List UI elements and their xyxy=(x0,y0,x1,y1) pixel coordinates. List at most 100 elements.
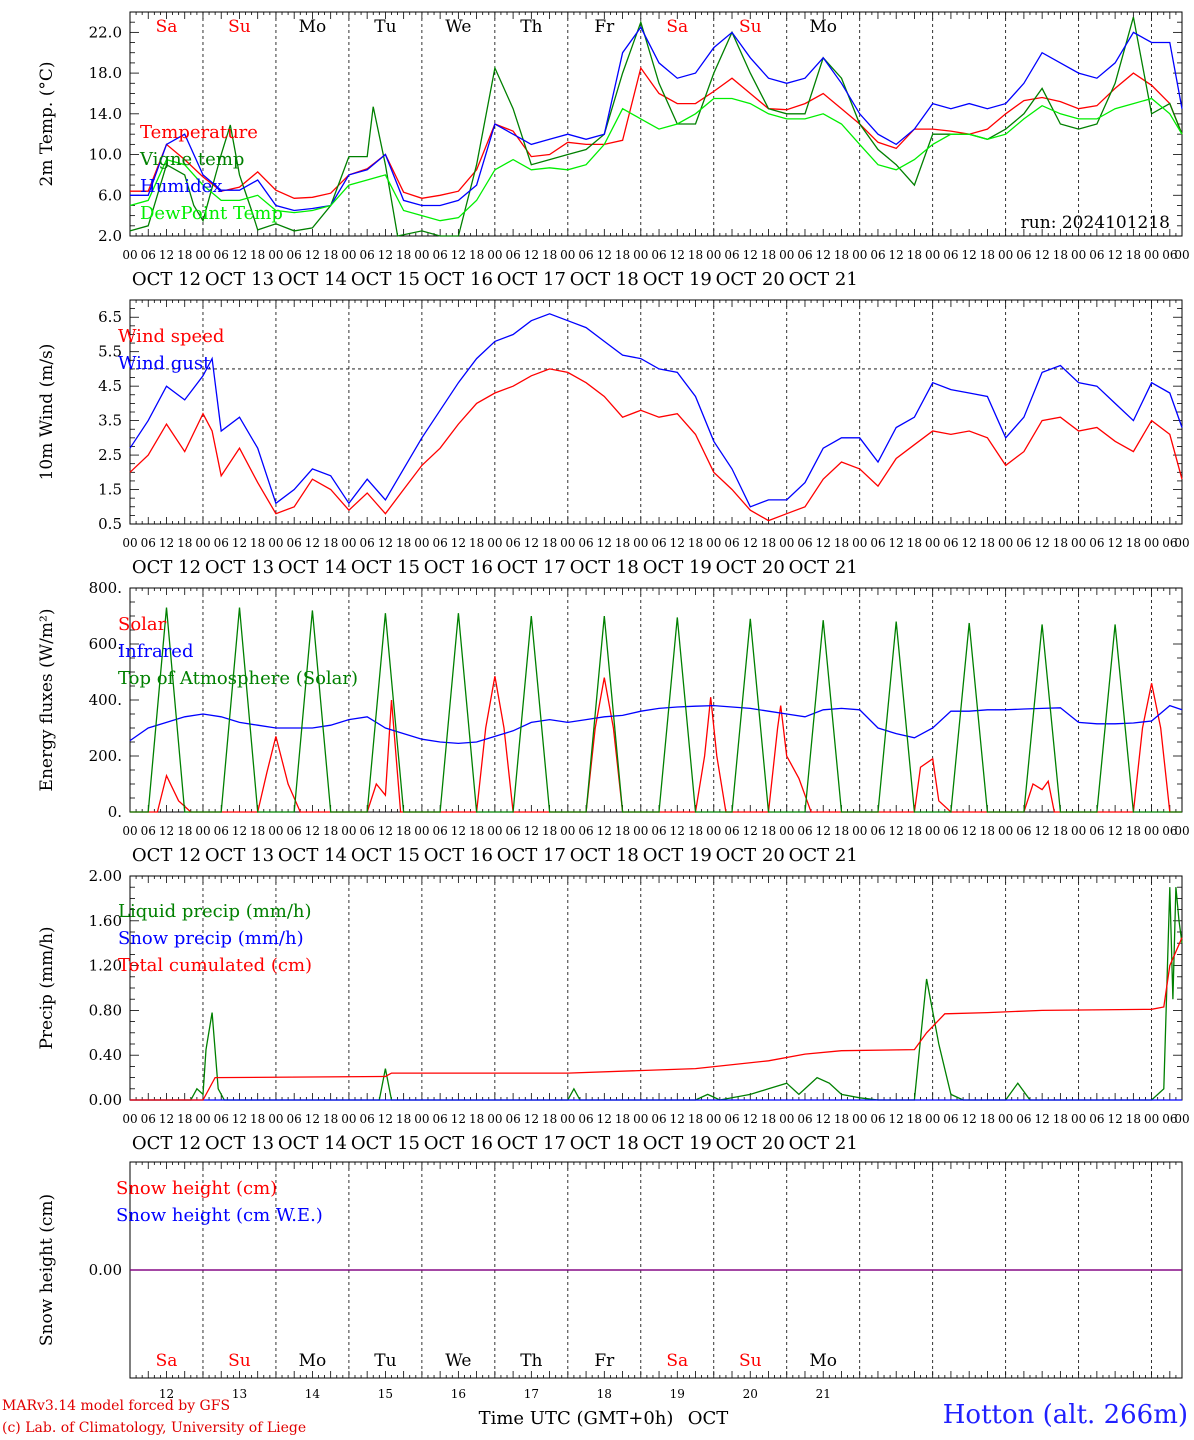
date-label: OCT 16 xyxy=(424,1133,493,1154)
hour-tick-label: 12 xyxy=(889,824,904,838)
hour-tick-label: 00 xyxy=(779,536,794,550)
legend-entry: Snow height (cm) xyxy=(116,1178,277,1199)
date-label: OCT 20 xyxy=(716,1133,785,1154)
hour-tick-label: 12 xyxy=(232,1112,247,1126)
y-tick-label: 600. xyxy=(89,635,122,653)
hour-tick-label: 12 xyxy=(378,1112,393,1126)
hour-tick-label: 18 xyxy=(761,824,776,838)
hour-tick-label: 18 xyxy=(542,824,557,838)
hour-tick-label: 06 xyxy=(287,248,302,262)
date-label: OCT 15 xyxy=(351,557,420,578)
hour-tick-label: 12 xyxy=(305,248,320,262)
hour-tick-label: 12 xyxy=(816,248,831,262)
hour-tick-label: 06 xyxy=(724,824,739,838)
y-tick-label: 14.0 xyxy=(89,105,122,123)
hour-tick-label: 00 xyxy=(1071,1112,1086,1126)
hour-tick-label: 06 xyxy=(1162,248,1177,262)
hour-tick-label: 00 xyxy=(779,1112,794,1126)
hour-tick-label: 18 xyxy=(907,824,922,838)
hour-tick-label: 18 xyxy=(907,536,922,550)
plot-frame xyxy=(129,587,1183,813)
day-number: 12 xyxy=(159,1387,174,1401)
date-label: OCT 17 xyxy=(497,845,566,866)
hour-tick-label: 00 xyxy=(487,824,502,838)
hour-tick-label: 12 xyxy=(524,248,539,262)
hour-tick-label: 18 xyxy=(834,824,849,838)
day-name: Sa xyxy=(156,1351,178,1371)
hour-tick-label: 06 xyxy=(432,248,447,262)
day-name: Mo xyxy=(809,17,837,37)
y-axis-label: Precip (mm/h) xyxy=(37,926,57,1049)
series-line xyxy=(129,313,1183,508)
hour-tick-label: 12 xyxy=(451,1112,466,1126)
hour-tick-label: 06 xyxy=(651,248,666,262)
lab-credit: (c) Lab. of Climatology, University of L… xyxy=(2,1420,307,1436)
hour-tick-label: 18 xyxy=(323,824,338,838)
hour-tick-label: 00 xyxy=(925,1112,940,1126)
date-label: OCT 17 xyxy=(497,1133,566,1154)
legend-entry: Total cumulated (cm) xyxy=(118,955,312,976)
day-name: Mo xyxy=(299,1351,327,1371)
day-name: Mo xyxy=(809,1351,837,1371)
hour-tick-label: 00 xyxy=(560,824,575,838)
hour-tick-label: 00 xyxy=(268,536,283,550)
hour-tick-label: 12 xyxy=(305,824,320,838)
hour-tick-label: 00 xyxy=(560,1112,575,1126)
y-tick-label: 0.00 xyxy=(89,1261,122,1279)
hour-tick-label: 06 xyxy=(360,248,375,262)
hour-tick-label: 12 xyxy=(159,824,174,838)
hour-tick-label: 18 xyxy=(542,536,557,550)
day-number: 18 xyxy=(597,1387,612,1401)
hour-tick-label: 12 xyxy=(597,536,612,550)
hour-tick-label: 18 xyxy=(615,824,630,838)
date-label: OCT 19 xyxy=(643,845,712,866)
hour-tick-label: 00 xyxy=(1174,536,1189,550)
hour-tick-label: 06 xyxy=(797,824,812,838)
hour-tick-label: 18 xyxy=(1053,1112,1068,1126)
hour-tick-label: 12 xyxy=(597,248,612,262)
date-label: OCT 21 xyxy=(789,845,858,866)
date-label: OCT 20 xyxy=(716,845,785,866)
hour-tick-label: 06 xyxy=(214,824,229,838)
hour-tick-label: 18 xyxy=(469,824,484,838)
panel-1: 2.0 6.0 10.0 14.0 18.0 22.0 2m Temp. (°C) Tempe… xyxy=(37,11,1190,290)
hour-tick-label: 12 xyxy=(1034,1112,1049,1126)
hour-tick-label: 00 xyxy=(706,536,721,550)
hour-tick-label: 00 xyxy=(633,248,648,262)
hour-tick-label: 00 xyxy=(779,248,794,262)
hour-tick-label: 12 xyxy=(962,824,977,838)
hour-tick-label: 06 xyxy=(1089,536,1104,550)
panel-5: 0.00 Snow height (cm) Snow height (cm) Snow… xyxy=(37,1161,1183,1429)
hour-tick-label: 00 xyxy=(414,1112,429,1126)
hour-tick-label: 12 xyxy=(1034,248,1049,262)
y-axis-label: 2m Temp. (°C) xyxy=(37,61,57,186)
hour-tick-label: 00 xyxy=(487,536,502,550)
hour-tick-label: 06 xyxy=(943,248,958,262)
day-name: Su xyxy=(739,1351,762,1371)
date-label: OCT 12 xyxy=(132,557,201,578)
hour-tick-label: 06 xyxy=(141,1112,156,1126)
date-label: OCT 14 xyxy=(278,1133,347,1154)
y-tick-label: 0.40 xyxy=(89,1046,122,1064)
y-tick-label: 2.5 xyxy=(98,446,122,464)
hour-tick-label: 00 xyxy=(998,824,1013,838)
series-line xyxy=(129,97,1183,222)
hour-tick-label: 00 xyxy=(706,824,721,838)
hour-tick-label: 18 xyxy=(1053,536,1068,550)
series-line xyxy=(130,66,1183,199)
hour-tick-label: 00 xyxy=(341,536,356,550)
day-name: We xyxy=(445,17,471,37)
hour-tick-label: 00 xyxy=(633,824,648,838)
panel-2: 0.5 1.5 2.5 3.5 4.5 5.5 6.5 10m Wind (m/s) Wind … xyxy=(37,299,1190,578)
hour-tick-label: 06 xyxy=(870,248,885,262)
month-label: OCT xyxy=(688,1408,729,1429)
hour-tick-label: 00 xyxy=(633,1112,648,1126)
hour-tick-label: 00 xyxy=(706,248,721,262)
y-axis-label: Energy fluxes (W/m²) xyxy=(37,609,57,792)
hour-tick-label: 06 xyxy=(724,536,739,550)
hour-tick-label: 00 xyxy=(1144,536,1159,550)
date-label: OCT 15 xyxy=(351,269,420,290)
hour-tick-label: 00 xyxy=(195,1112,210,1126)
hour-tick-label: 18 xyxy=(323,248,338,262)
hour-tick-label: 12 xyxy=(670,248,685,262)
